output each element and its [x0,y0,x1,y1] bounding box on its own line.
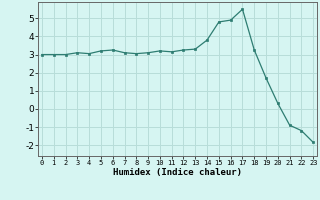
X-axis label: Humidex (Indice chaleur): Humidex (Indice chaleur) [113,168,242,177]
